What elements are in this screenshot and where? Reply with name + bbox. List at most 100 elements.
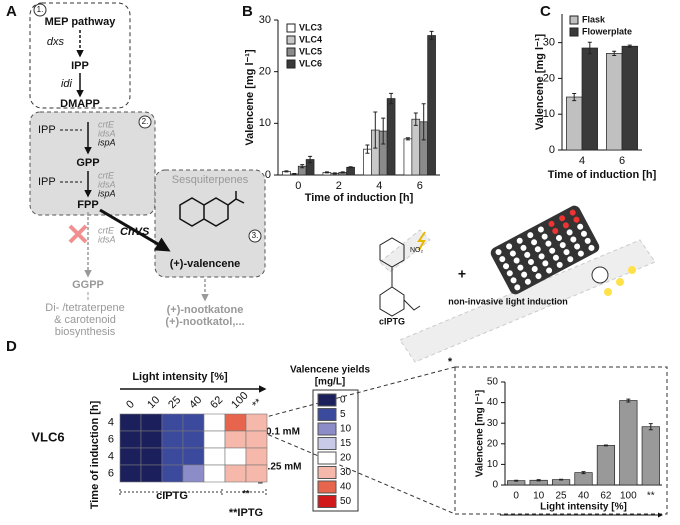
inducer-label: cIPTG [156,490,188,502]
y-axis-title: Valencene [mg l⁻¹] [475,390,486,478]
well [524,278,531,285]
badge-label: 1. [37,5,44,14]
well [506,270,513,277]
inducer-label: **IPTG [229,507,263,519]
enzyme: dxs [47,36,65,48]
module-box [29,2,131,109]
compound-label: cIPTG [379,316,405,326]
heatmap-cell [119,430,142,449]
error-bar [626,398,631,403]
module-box [154,169,266,278]
well [549,247,556,254]
node: MEP pathway [45,16,117,28]
y-tick-label: 0 [549,144,555,156]
x-axis-title: Light intensity [%] [540,502,627,513]
bar [386,98,396,176]
well [506,243,513,250]
light-icon [417,231,426,251]
molecule [179,191,245,227]
well [573,216,580,223]
row-label: 6 [108,467,114,479]
error-bar [332,172,337,175]
row-label: 4 [108,450,114,462]
scale-swatch [317,422,337,436]
error-bar [429,30,434,41]
well [531,266,538,273]
well [538,253,545,260]
scale-swatch [317,408,337,421]
scale-label: 40 [340,482,352,493]
error-bar [581,471,586,475]
well [588,244,595,251]
column-label: 0 [124,398,137,411]
heatmap-cell [224,430,247,449]
badge [138,115,152,129]
error-bar [421,103,426,141]
heatmap-cell [203,413,226,432]
column-label: ** [250,396,265,411]
enzyme: idsA [98,128,116,138]
error-bar [300,164,305,169]
legend-label: Flask [582,14,606,24]
well [562,222,569,229]
well [531,239,538,246]
well [521,271,528,278]
error-bar [514,479,519,482]
bar [596,445,616,486]
well [535,273,542,280]
axis-title: Time of induction [h] [89,400,101,509]
error-bar [373,111,378,149]
heatmap-cell [245,413,268,432]
heatmap-cell [182,413,205,432]
y-tick-label: 0 [492,480,498,491]
legend-swatch [286,23,296,33]
scale-title: Valencene yields [290,365,370,376]
node: biosynthesis [55,326,116,338]
led [604,288,612,296]
group-label: 0.25 mM [262,462,301,473]
strain-label: VLC6 [31,429,64,444]
enzyme: CnVS [120,226,150,238]
heatmap-cell [203,464,226,483]
x-tick-label: 25 [556,491,568,502]
well [577,223,584,230]
light-beam [379,229,431,273]
well [566,229,573,236]
heatmap-cell [182,464,205,483]
plus: + [458,266,466,282]
induction-scheme: NO₂ cIPTG + non-invasive light induction [379,205,656,363]
x-tick-label: 100 [620,491,637,502]
method-label: non-invasive light induction [448,296,568,306]
legend-swatch [286,35,296,45]
scale-swatch [317,437,337,450]
legend-label: VLC3 [299,22,322,32]
column-label: 100 [229,390,250,411]
y-tick-label: 50 [487,377,499,388]
heatmap-cell [119,464,142,483]
y-tick-label: 10 [259,117,271,129]
error-bar [587,41,592,55]
well [559,215,566,222]
x-tick-label: 2 [336,180,342,192]
scale-swatch [317,480,337,494]
well [545,240,552,247]
node: & carotenoid [54,314,116,326]
inset-box [454,366,668,515]
well [514,284,521,291]
y-tick-label: 20 [543,72,555,84]
node: (+)-nootkatol,... [165,316,244,328]
heatmap-cell [140,413,163,432]
error-bar [292,172,297,175]
badge-label: 3. [252,231,259,240]
enzyme: ispA [98,137,116,147]
bar [606,53,623,151]
well [527,232,534,239]
heatmap-cell [119,413,142,432]
error-bar [365,144,370,154]
led [616,278,624,286]
node: GGPP [72,279,104,291]
node: (+)-valencene [170,258,241,270]
bar [574,472,593,486]
well [546,267,553,274]
